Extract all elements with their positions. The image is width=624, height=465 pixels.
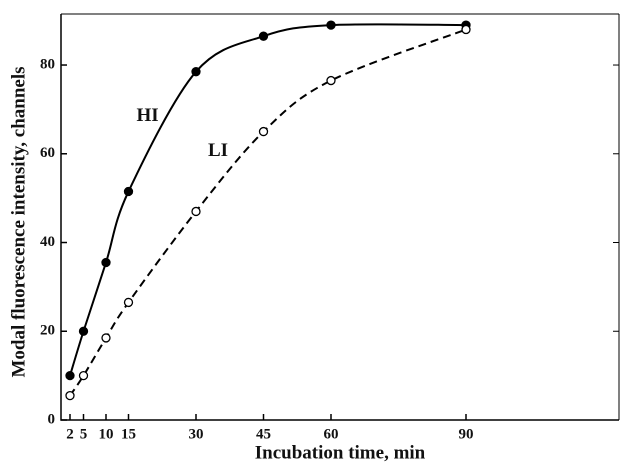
series-label: LI bbox=[208, 140, 228, 161]
data-point bbox=[78, 370, 89, 381]
x-tick-label: 60 bbox=[324, 426, 339, 442]
y-tick-label: 0 bbox=[48, 411, 56, 427]
x-tick-label: 15 bbox=[121, 426, 136, 442]
data-point bbox=[258, 126, 269, 137]
series-line bbox=[69, 23, 467, 376]
data-point bbox=[258, 31, 269, 41]
data-point bbox=[191, 67, 201, 77]
series-label: HI bbox=[137, 105, 159, 126]
y-axis-title: Modal fluorescence intensity, channels bbox=[8, 66, 29, 377]
data-point bbox=[123, 297, 134, 308]
x-tick-label: 5 bbox=[80, 426, 88, 442]
x-axis-title: Incubation time, min bbox=[255, 442, 426, 463]
data-point bbox=[326, 75, 336, 86]
x-tick-label: 10 bbox=[99, 426, 114, 442]
y-tick-label: 40 bbox=[40, 234, 55, 250]
data-point bbox=[191, 206, 201, 217]
y-tick-label: 80 bbox=[40, 56, 55, 72]
data-point bbox=[78, 326, 89, 336]
x-tick-label: 90 bbox=[459, 426, 474, 442]
x-tick-label: 45 bbox=[256, 426, 271, 442]
data-point bbox=[65, 390, 75, 401]
y-tick-label: 60 bbox=[40, 145, 55, 161]
data-point bbox=[65, 370, 75, 381]
series-line bbox=[69, 28, 467, 397]
data-point bbox=[326, 20, 336, 30]
data-point bbox=[461, 24, 471, 35]
x-tick-label: 2 bbox=[66, 426, 74, 442]
data-point bbox=[101, 257, 111, 268]
y-tick-label: 20 bbox=[40, 323, 55, 339]
data-point bbox=[123, 186, 134, 197]
axis-frame bbox=[60, 14, 619, 421]
data-point bbox=[101, 333, 111, 343]
x-tick-label: 30 bbox=[189, 426, 204, 442]
